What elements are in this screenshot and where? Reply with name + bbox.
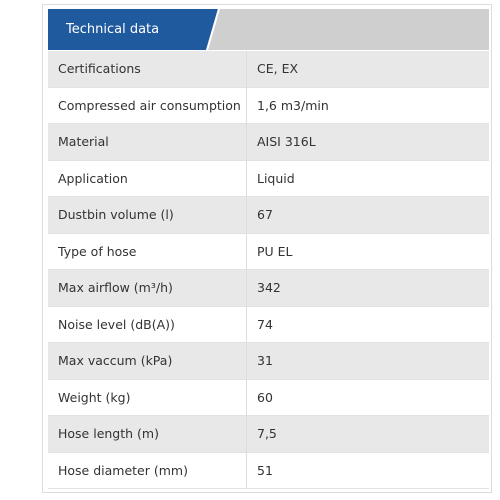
spec-table: Certifications CE, EX Compressed air consu… [48, 51, 489, 489]
table-row: Material AISI 316L [48, 124, 489, 161]
column-divider [246, 87, 247, 123]
spec-label: Max vaccum (kPa) [58, 353, 173, 368]
column-divider [246, 124, 247, 160]
table-row: Weight (kg) 60 [48, 379, 489, 416]
spec-label: Hose length (m) [58, 426, 159, 441]
column-divider [246, 379, 247, 415]
spec-value: 67 [257, 207, 273, 222]
spec-label: Material [58, 134, 109, 149]
spec-label: Noise level (dB(A)) [58, 316, 175, 332]
spec-value: AISI 316L [257, 134, 316, 149]
tab-bar: Technical data [48, 9, 489, 50]
column-divider [246, 160, 247, 196]
spec-value: 342 [257, 280, 281, 295]
column-divider [246, 343, 247, 379]
table-row: Max vaccum (kPa) 31 [48, 343, 489, 380]
spec-label: Application [58, 170, 128, 186]
table-row: Certifications CE, EX [48, 51, 489, 88]
table-row: Hose length (m) 7,5 [48, 416, 489, 453]
column-divider [246, 51, 247, 87]
spec-label: Hose diameter (mm) [58, 462, 188, 478]
spec-label: Dustbin volume (l) [58, 207, 174, 222]
table-row: Hose diameter (mm) 51 [48, 452, 489, 489]
spec-value: 60 [257, 389, 273, 405]
spec-value: 31 [257, 353, 273, 368]
column-divider [246, 233, 247, 269]
table-row: Dustbin volume (l) 67 [48, 197, 489, 234]
column-divider [246, 270, 247, 306]
table-row: Noise level (dB(A)) 74 [48, 306, 489, 343]
spec-value: PU EL [257, 243, 293, 259]
spec-value: 1,6 m3/min [257, 97, 329, 113]
spec-label: Max airflow (m³/h) [58, 280, 173, 295]
tab-title[interactable]: Technical data [66, 22, 160, 37]
spec-value: 51 [257, 462, 273, 478]
column-divider [246, 452, 247, 488]
table-row: Application Liquid [48, 160, 489, 197]
spec-label: Type of hose [58, 243, 137, 259]
tech-data-panel: Technical data Certifications CE, EX Compr… [42, 4, 492, 493]
table-row: Max airflow (m³/h) 342 [48, 270, 489, 307]
table-row: Type of hose PU EL [48, 233, 489, 270]
table-row: Compressed air consumption 1,6 m3/min [48, 87, 489, 124]
spec-value: 74 [257, 316, 273, 332]
column-divider [246, 416, 247, 452]
spec-label: Compressed air consumption [58, 97, 241, 113]
active-tab[interactable] [48, 9, 218, 50]
spec-label: Weight (kg) [58, 389, 131, 405]
spec-value: 7,5 [257, 426, 277, 441]
column-divider [246, 306, 247, 342]
spec-label: Certifications [58, 61, 141, 76]
column-divider [246, 197, 247, 233]
spec-value: CE, EX [257, 61, 299, 76]
spec-value: Liquid [257, 170, 295, 186]
